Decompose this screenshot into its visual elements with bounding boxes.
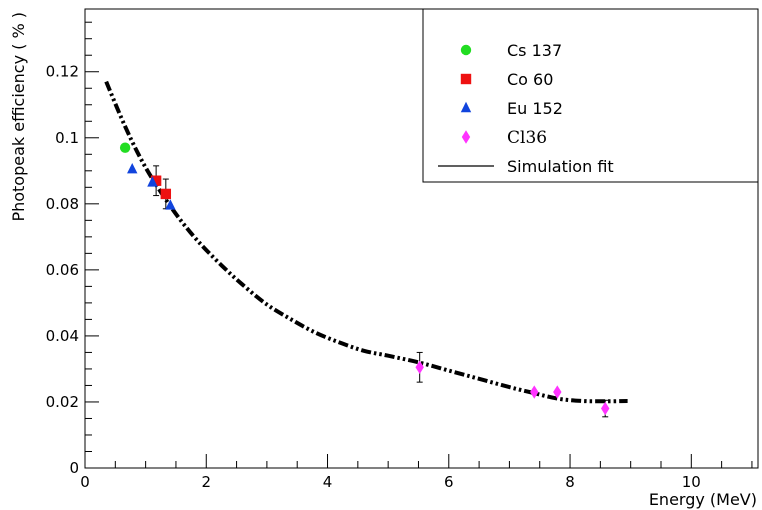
data-point-circle <box>119 142 131 153</box>
x-tick-label: 4 <box>323 473 333 491</box>
x-tick-label: 10 <box>682 473 701 491</box>
y-tick-label: 0.12 <box>46 63 79 81</box>
tick-labels: 0 2 4 6 8 10 0 0.02 0.04 0.06 0.08 0.1 0.12 <box>46 63 701 491</box>
x-tick-label: 8 <box>565 473 575 491</box>
data-point-diamond <box>530 385 539 399</box>
data-point-triangle <box>165 199 176 210</box>
x-tick-label: 2 <box>201 473 211 491</box>
legend-label: Co 60 <box>507 70 553 89</box>
legend-swatch-diamond <box>461 130 471 144</box>
y-tick-label: 0.08 <box>46 195 79 213</box>
data-point-diamond <box>415 360 424 374</box>
y-tick-label: 0.06 <box>46 261 79 279</box>
data-point-triangle <box>127 162 138 174</box>
legend-swatch-triangle <box>460 101 472 113</box>
axis-ticks <box>84 21 753 469</box>
y-tick-label: 0.04 <box>46 327 79 345</box>
legend-swatch-circle <box>460 44 472 56</box>
plot-frame <box>84 8 759 469</box>
data-point-square <box>160 188 172 200</box>
legend-label: Eu 152 <box>507 99 563 118</box>
y-axis-title: Photopeak efficiency ( % ) <box>9 12 28 222</box>
y-tick-label: 0.02 <box>46 393 79 411</box>
data-point-triangle <box>147 176 158 187</box>
legend-swatch-square <box>460 73 472 85</box>
legend-label: Cl36 <box>507 128 547 148</box>
y-tick-label: 0.1 <box>55 129 79 147</box>
data-point-square <box>150 175 162 186</box>
y-tick-label: 0 <box>69 459 79 477</box>
x-tick-label: 0 <box>80 473 90 491</box>
legend-label: Simulation fit <box>507 157 614 176</box>
x-axis-title: Energy (MeV) <box>649 490 757 509</box>
data-point-diamond <box>601 401 610 416</box>
legend: Cs 137 Co 60 Eu 152 Cl36 Simulation fit <box>422 8 759 183</box>
x-tick-label: 6 <box>444 473 454 491</box>
legend-box <box>422 8 759 183</box>
legend-label: Cs 137 <box>507 41 562 60</box>
data-point-diamond <box>553 385 562 399</box>
points-layer <box>119 142 610 418</box>
